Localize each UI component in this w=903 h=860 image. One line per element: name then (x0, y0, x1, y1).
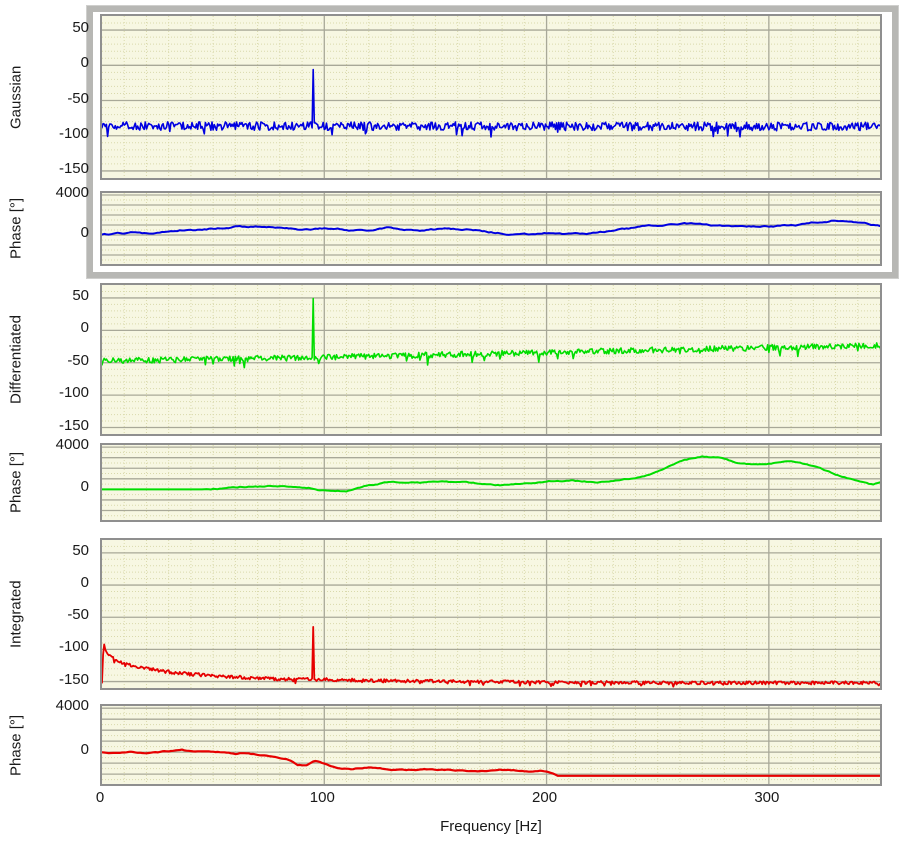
grid-major (102, 16, 880, 178)
y-tick-gutter: 4000 0 (34, 697, 94, 786)
integrated-phase-plot[interactable] (100, 704, 882, 786)
y-tick-gutter: 50 0 -50 -100 -150 (34, 283, 94, 436)
grid-minor (102, 706, 880, 784)
differentiated-magnitude-series-line (102, 297, 880, 369)
y-axis-title: Phase [°] (7, 714, 25, 776)
panel-integrated-phase: Phase [°] 4000 0 (0, 697, 903, 786)
y-tick-label: -100 (58, 124, 89, 142)
grid-minor (102, 445, 880, 520)
panel-gaussian-phase: Phase [°] 4000 0 (0, 184, 903, 266)
y-tick-gutter: 4000 0 (34, 436, 94, 522)
y-axis-title: Differentiated (7, 315, 25, 404)
y-tick-label: 0 (80, 478, 89, 496)
x-axis-title: Frequency [Hz] (440, 818, 542, 835)
y-tick-label: 0 (80, 319, 89, 337)
differentiated-phase-canvas (102, 445, 880, 520)
y-tick-label: -150 (58, 416, 89, 434)
grid-major (102, 706, 880, 784)
integrated-phase-series-line (102, 748, 880, 777)
panel-gaussian-magnitude: Gaussian 50 0 -50 -100 -150 (0, 14, 903, 180)
differentiated-phase-series-line (102, 455, 880, 493)
y-tick-label: 0 (80, 54, 89, 72)
y-tick-label: -100 (58, 638, 89, 656)
y-tick-label: 0 (80, 574, 89, 592)
y-tick-label: -100 (58, 384, 89, 402)
y-axis-title: Integrated (7, 580, 25, 648)
integrated-magnitude-plot[interactable] (100, 538, 882, 690)
gaussian-magnitude-plot[interactable] (100, 14, 882, 180)
panel-differentiated-magnitude: Differentiated 50 0 -50 -100 -150 (0, 283, 903, 436)
grid-major (102, 285, 880, 434)
panel-integrated-magnitude: Integrated 50 0 -50 -100 -150 (0, 538, 903, 690)
y-tick-label: -150 (58, 159, 89, 177)
y-tick-label: 0 (80, 224, 89, 241)
differentiated-magnitude-canvas (102, 285, 880, 434)
differentiated-phase-plot[interactable] (100, 443, 882, 522)
gaussian-phase-canvas (102, 193, 880, 264)
y-tick-gutter: 50 0 -50 -100 -150 (34, 538, 94, 690)
y-tick-label: 50 (72, 541, 89, 559)
y-tick-label: 50 (72, 19, 89, 37)
grid-minor (102, 193, 880, 264)
grid-minor (102, 285, 880, 434)
y-tick-label: -50 (67, 351, 89, 369)
panel-differentiated-phase: Phase [°] 4000 0 (0, 436, 903, 522)
y-tick-label: 0 (80, 741, 89, 759)
integrated-magnitude-canvas (102, 540, 880, 688)
differentiated-magnitude-plot[interactable] (100, 283, 882, 436)
y-tick-label: -150 (58, 670, 89, 688)
gaussian-phase-plot[interactable] (100, 191, 882, 266)
grid-minor (102, 16, 880, 178)
y-axis-title: Phase [°] (7, 197, 25, 260)
y-tick-label: 4000 (55, 436, 89, 454)
x-tick-label: 200 (532, 789, 558, 806)
gaussian-phase-series-line (102, 219, 880, 236)
y-tick-label: 4000 (55, 697, 89, 715)
y-axis-title: Gaussian (7, 65, 25, 129)
grid-major (102, 540, 880, 688)
integrated-phase-canvas (102, 706, 880, 784)
x-tick-label: 0 (95, 789, 105, 806)
gaussian-magnitude-canvas (102, 16, 880, 178)
grid-minor (102, 540, 880, 688)
y-axis-title: Phase [°] (7, 451, 25, 514)
x-tick-label: 100 (309, 789, 335, 806)
x-tick-label: 300 (754, 789, 780, 806)
y-tick-label: -50 (67, 606, 89, 624)
y-tick-label: -50 (67, 89, 89, 107)
y-tick-gutter: 50 0 -50 -100 -150 (34, 14, 94, 180)
y-tick-gutter: 4000 0 (34, 184, 94, 266)
y-tick-label: 4000 (55, 184, 89, 201)
grid-major (102, 193, 880, 264)
x-axis-ticks: 0 100 200 300 (0, 789, 903, 809)
integrated-magnitude-series-line (102, 626, 880, 688)
y-tick-label: 50 (72, 286, 89, 304)
gaussian-magnitude-series-line (102, 68, 880, 138)
selected-graph-frame (87, 6, 898, 278)
grid-major (102, 445, 880, 520)
